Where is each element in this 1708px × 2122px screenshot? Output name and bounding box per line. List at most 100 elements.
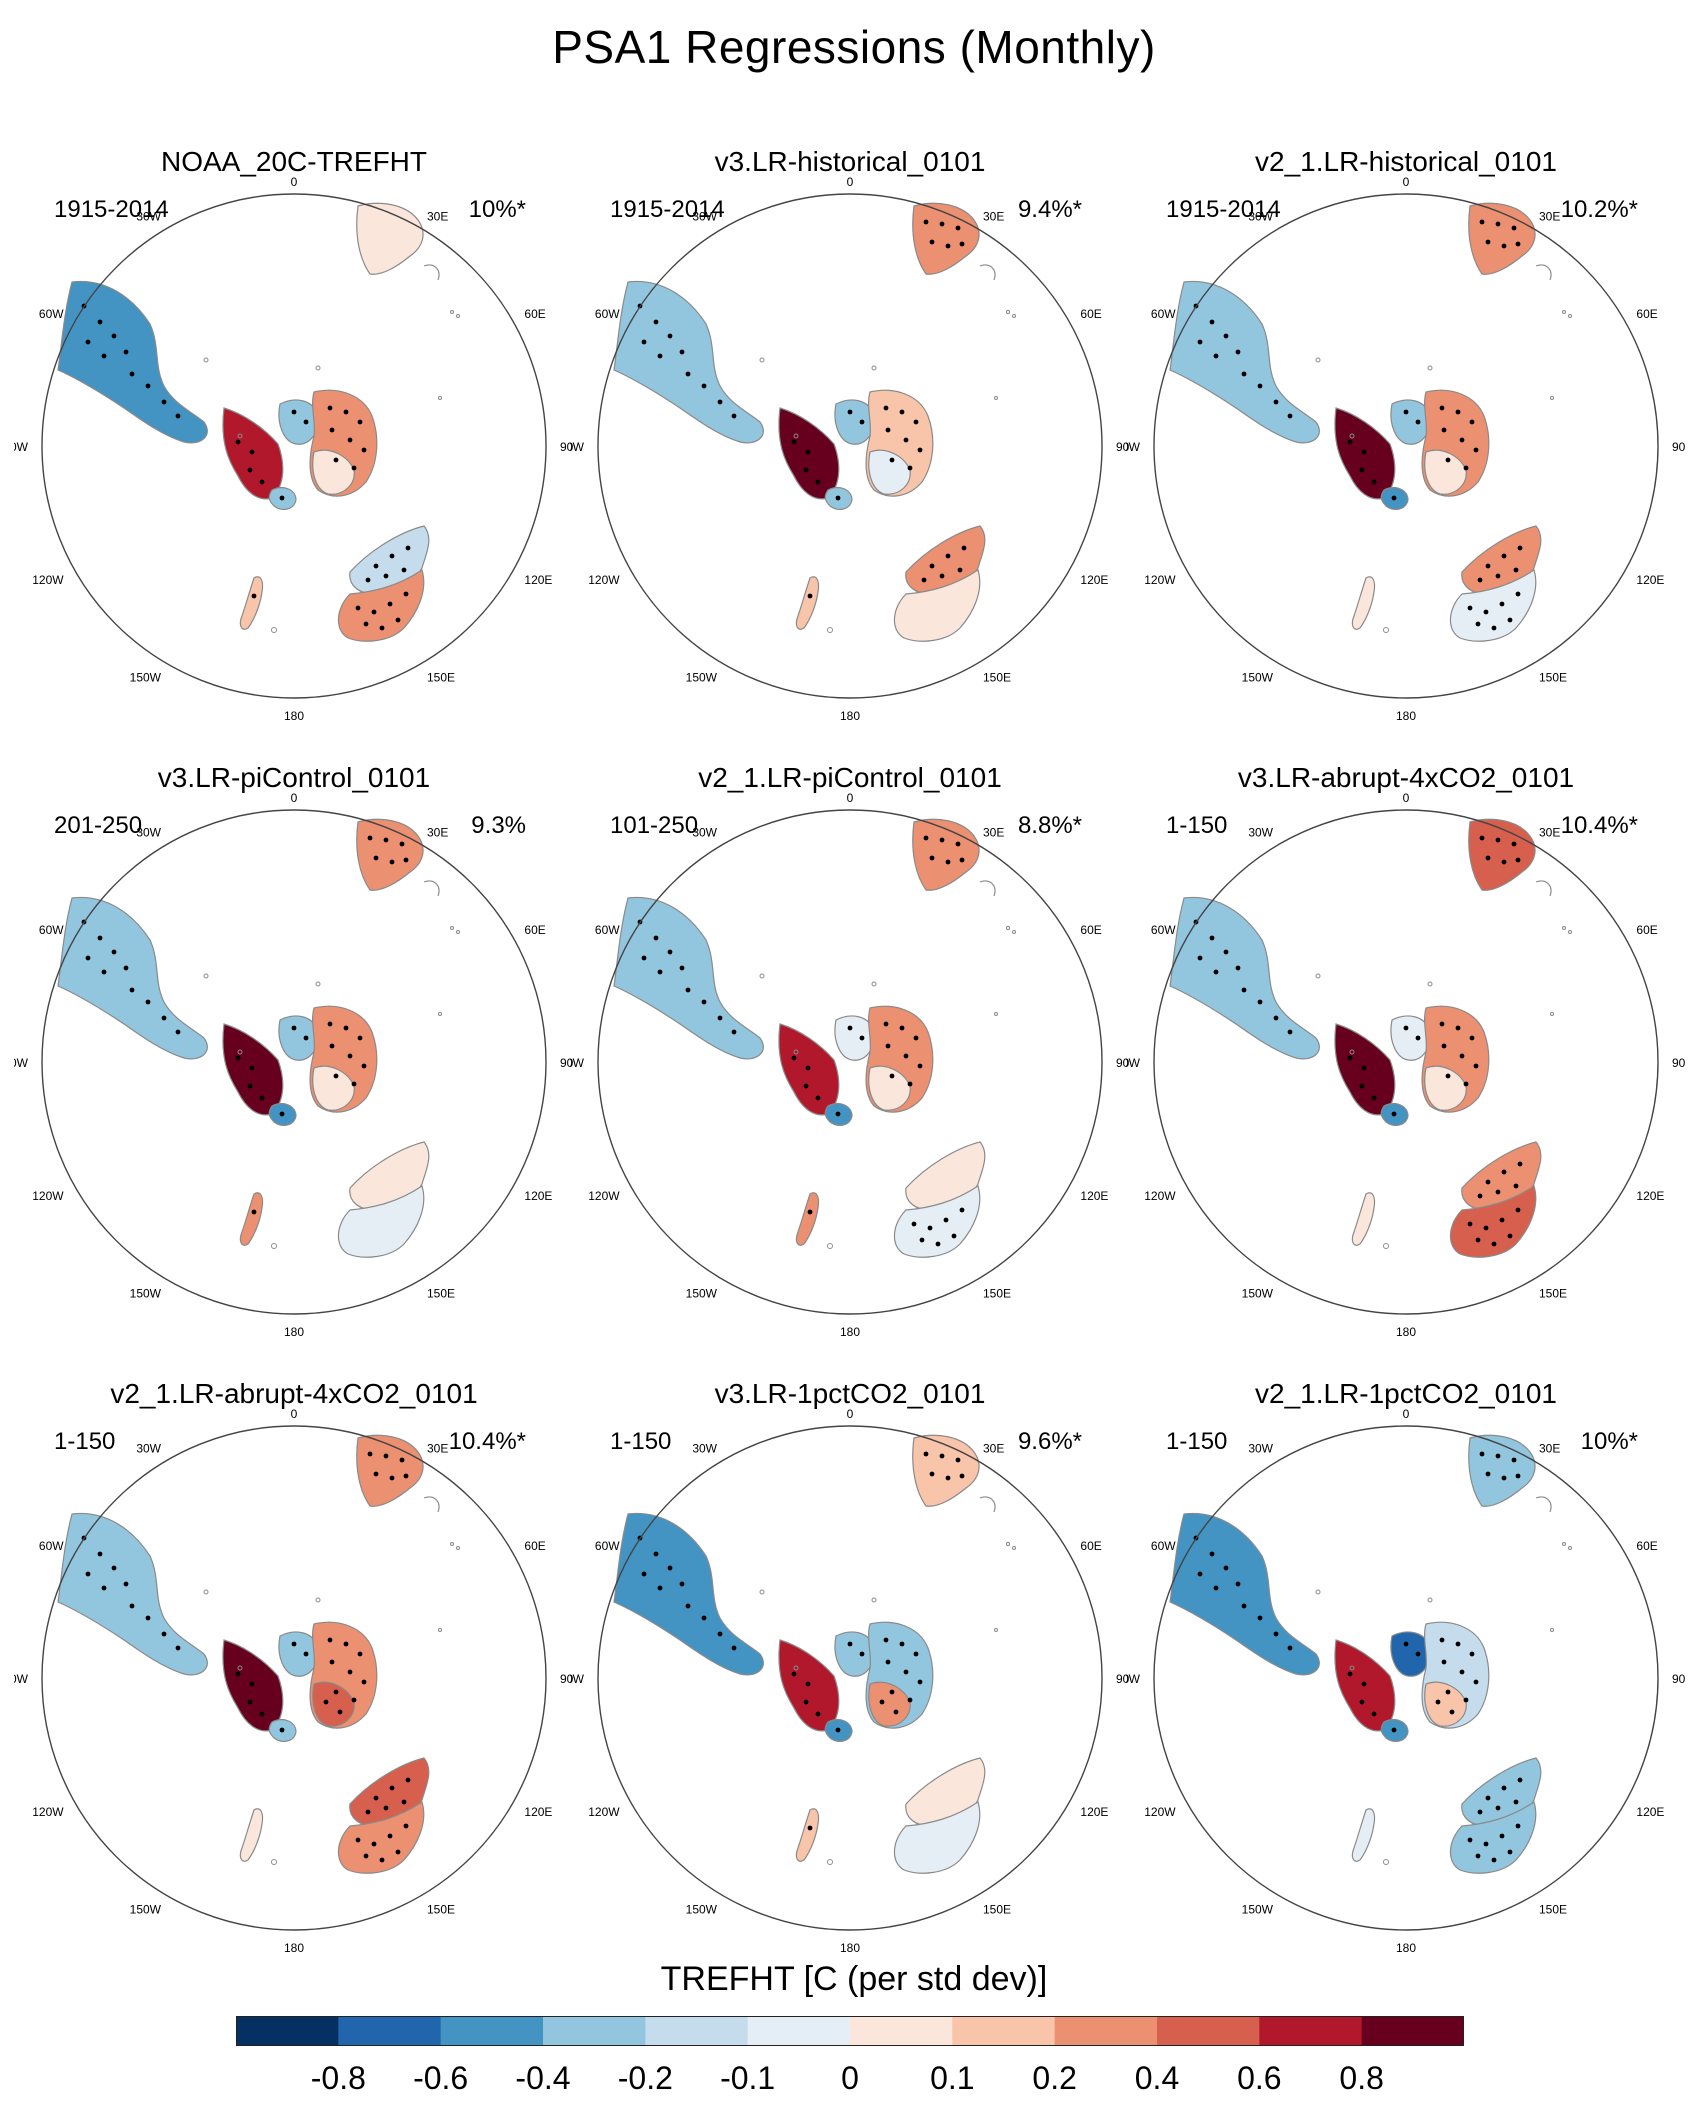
longitude-label: 60W	[595, 1539, 620, 1553]
significance-dot	[123, 1581, 129, 1587]
region-se-aus	[1449, 569, 1537, 642]
significance-dot	[913, 1035, 919, 1041]
panel-variance-percent: 10.2%*	[1560, 196, 1638, 223]
island-outline	[1315, 973, 1321, 979]
significance-dot	[1197, 339, 1203, 345]
panel-title: v2_1.LR-1pctCO2_0101	[1255, 1378, 1557, 1409]
island-outline	[237, 1049, 243, 1055]
significance-dot	[1257, 999, 1263, 1005]
significance-dot	[1455, 1025, 1461, 1031]
colorbar-swatch	[1259, 2016, 1363, 2046]
region-sam	[613, 896, 764, 1060]
longitude-label: 60W	[1151, 1539, 1176, 1553]
region-eais-sw	[312, 449, 355, 495]
panel-variance-percent: 8.8%*	[1017, 812, 1082, 839]
significance-dot	[247, 1083, 253, 1089]
longitude-label: 90W	[1126, 1672, 1141, 1686]
significance-dot	[939, 1453, 945, 1459]
significance-dot	[1501, 243, 1507, 249]
significance-dot	[1463, 465, 1469, 471]
significance-dot	[945, 243, 951, 249]
region-nz	[1351, 1808, 1376, 1862]
significance-dot	[791, 1671, 797, 1677]
significance-dot	[921, 577, 927, 583]
longitude-label: 30W	[692, 1442, 717, 1456]
significance-dot	[235, 439, 241, 445]
significance-dot	[1347, 439, 1353, 445]
significance-dot	[1501, 553, 1507, 559]
significance-dot	[1513, 1799, 1519, 1805]
significance-dot	[1513, 1183, 1519, 1189]
significance-dot	[1491, 1241, 1497, 1247]
significance-dot	[1511, 225, 1517, 231]
island-outline	[1012, 1546, 1016, 1550]
island-outline	[450, 310, 454, 314]
significance-dot	[903, 1053, 909, 1059]
longitude-label: 0	[1403, 175, 1410, 189]
longitude-label: 120W	[32, 573, 64, 587]
colorbar-swatch	[543, 2016, 646, 2046]
significance-dot	[667, 333, 673, 339]
significance-dot	[333, 1689, 339, 1695]
significance-dot	[327, 1637, 333, 1643]
significance-dot	[1515, 241, 1521, 247]
significance-dot	[919, 1237, 925, 1243]
significance-dot	[1455, 1641, 1461, 1647]
panel-title: v3.LR-piControl_0101	[157, 762, 431, 793]
longitude-label: 30E	[1539, 826, 1560, 840]
longitude-label: 90W	[1126, 1056, 1141, 1070]
significance-dot	[161, 399, 167, 405]
island-outline	[827, 627, 833, 633]
significance-dot	[1495, 837, 1501, 843]
colorbar-tick-label: -0.4	[515, 2060, 571, 2096]
island-outline	[271, 627, 277, 633]
longitude-label: 90E	[1116, 440, 1130, 454]
region-wais	[1390, 1015, 1431, 1061]
significance-dot	[1403, 1641, 1409, 1647]
significance-dot	[807, 1825, 813, 1831]
colorbar-title: TREFHT [C (per std dev)]	[660, 1960, 1048, 1998]
significance-dot	[1197, 955, 1203, 961]
map-boundary	[597, 809, 1103, 1315]
significance-dot	[1473, 447, 1479, 453]
significance-dot	[803, 467, 809, 473]
colorbar	[236, 2016, 1464, 2046]
significance-dot	[347, 1669, 353, 1675]
significance-dot	[383, 1805, 389, 1811]
significance-dot	[351, 1697, 357, 1703]
significance-dot	[249, 1681, 255, 1687]
significance-dot	[1273, 399, 1279, 405]
longitude-label: 150W	[130, 1286, 162, 1300]
significance-dot	[291, 1025, 297, 1031]
significance-dot	[641, 955, 647, 961]
longitude-label: 90E	[1672, 440, 1686, 454]
significance-dot	[803, 1699, 809, 1705]
significance-dot	[389, 1785, 395, 1791]
significance-dot	[1495, 221, 1501, 227]
longitude-label: 150W	[130, 670, 162, 684]
significance-dot	[907, 1697, 913, 1703]
longitude-label: 180	[284, 709, 304, 723]
polar-map: 0 30E 60E 90E 120E 150E 180 150W 120W 90W 60W 30W	[570, 175, 1130, 723]
significance-dot	[1507, 617, 1513, 623]
longitude-label: 120W	[32, 1805, 64, 1819]
significance-dot	[355, 1837, 361, 1843]
significance-dot	[101, 1585, 107, 1591]
island-outline	[793, 1665, 799, 1671]
significance-dot	[401, 567, 407, 573]
significance-dot	[1273, 1631, 1279, 1637]
significance-dot	[1485, 855, 1491, 861]
island-outline	[759, 357, 765, 363]
significance-dot	[351, 1081, 357, 1087]
region-se-aus	[893, 569, 981, 642]
significance-dot	[1485, 563, 1491, 569]
panel-years: 1915-2014	[54, 196, 169, 223]
significance-dot	[1475, 621, 1481, 627]
colorbar-border	[236, 2016, 1464, 2046]
coastline-fragment	[1535, 1496, 1552, 1513]
significance-dot	[807, 593, 813, 599]
significance-dot	[883, 405, 889, 411]
region-wais	[278, 1015, 319, 1061]
panel-years: 1-150	[54, 1428, 116, 1455]
region-se-aus	[337, 569, 425, 642]
